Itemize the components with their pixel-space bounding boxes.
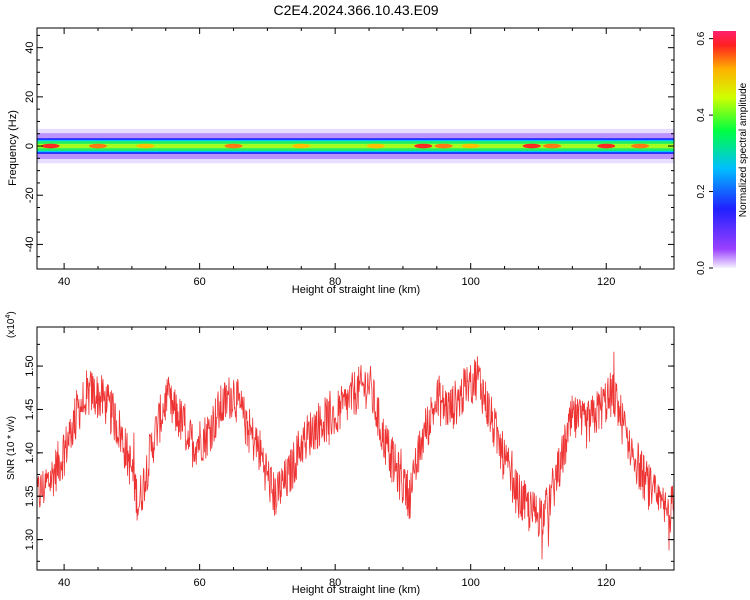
hotspot	[88, 143, 107, 149]
colorbar-label: Normalized spectral amplitude	[738, 82, 749, 217]
spectrogram-x-axis-label: Height of straight line (km)	[292, 284, 420, 296]
colorbar: 0.0 0.2 0.4 0.6 Normalized spectral amplitu…	[696, 31, 749, 275]
y-tick-label: 40	[24, 42, 36, 54]
hotspot	[597, 143, 616, 149]
snr-y-multiplier: (x104)	[5, 311, 17, 338]
spectrogram-y-axis-label: Frequency (Hz)	[7, 110, 19, 186]
hotspot	[631, 143, 650, 149]
y-tick-label: 1.35	[24, 486, 36, 507]
colorbar-tick-label: 0.6	[696, 31, 707, 45]
y-tick-label: 0	[24, 143, 36, 149]
snr-trace	[37, 351, 674, 560]
snr-frame	[36, 326, 675, 571]
hotspot	[414, 143, 433, 149]
spectrogram-frame	[36, 27, 675, 270]
x-tick-label: 100	[462, 276, 480, 288]
hotspot	[292, 143, 311, 149]
colorbar-gradient	[713, 31, 736, 268]
y-tick-label: 1.50	[24, 355, 36, 376]
x-tick-label: 80	[329, 276, 341, 288]
colorbar-ticks: 0.0 0.2 0.4 0.6	[696, 31, 713, 275]
x-tick-label: 60	[194, 276, 206, 288]
y-tick-label: 20	[24, 91, 36, 103]
hotspot	[461, 143, 480, 149]
x-tick-label: 80	[329, 577, 341, 589]
snr-panel: 40 60 80 100 120 1.30 1.35 1.40 1.45 1.50 Height …	[5, 311, 675, 596]
hotspot	[41, 143, 60, 149]
spectrogram-axes: 40 60 80 100 120 -40 -20 0 20 40	[24, 28, 675, 288]
colorbar-tick-label: 0.4	[696, 108, 707, 122]
hotspot	[434, 143, 453, 149]
y-tick-label: 1.45	[24, 399, 36, 420]
spectrogram-plot-area	[37, 128, 674, 164]
spectrogram-panel: 40 60 80 100 120 -40 -20 0 20 40 Height of straig…	[7, 27, 675, 296]
chart-title: C2E4.2024.366.10.43.E09	[273, 2, 438, 18]
hotspot	[136, 143, 155, 149]
snr-plot-area	[37, 351, 674, 560]
band-yellow	[37, 143, 674, 149]
x-tick-label: 40	[58, 577, 70, 589]
y-tick-label: 1.30	[24, 529, 36, 550]
x-tick-label: 120	[597, 276, 615, 288]
y-tick-label: -40	[24, 236, 36, 252]
colorbar-tick-label: 0.0	[696, 261, 707, 275]
snr-y-axis-label: SNR (10 * v/v)	[6, 416, 17, 480]
hotspot	[543, 143, 562, 149]
x-tick-label: 100	[462, 577, 480, 589]
x-tick-label: 120	[597, 577, 615, 589]
hotspot	[224, 143, 243, 149]
colorbar-tick-label: 0.2	[696, 184, 707, 198]
hotspot	[522, 143, 541, 149]
y-tick-label: 1.40	[24, 442, 36, 463]
hotspot	[366, 143, 385, 149]
x-tick-label: 60	[194, 577, 206, 589]
y-tick-label: -20	[24, 187, 36, 203]
snr-x-axis-label: Height of straight line (km)	[292, 584, 420, 596]
snr-axes: 40 60 80 100 120 1.30 1.35 1.40 1.45 1.50	[24, 327, 675, 589]
x-tick-label: 40	[58, 276, 70, 288]
